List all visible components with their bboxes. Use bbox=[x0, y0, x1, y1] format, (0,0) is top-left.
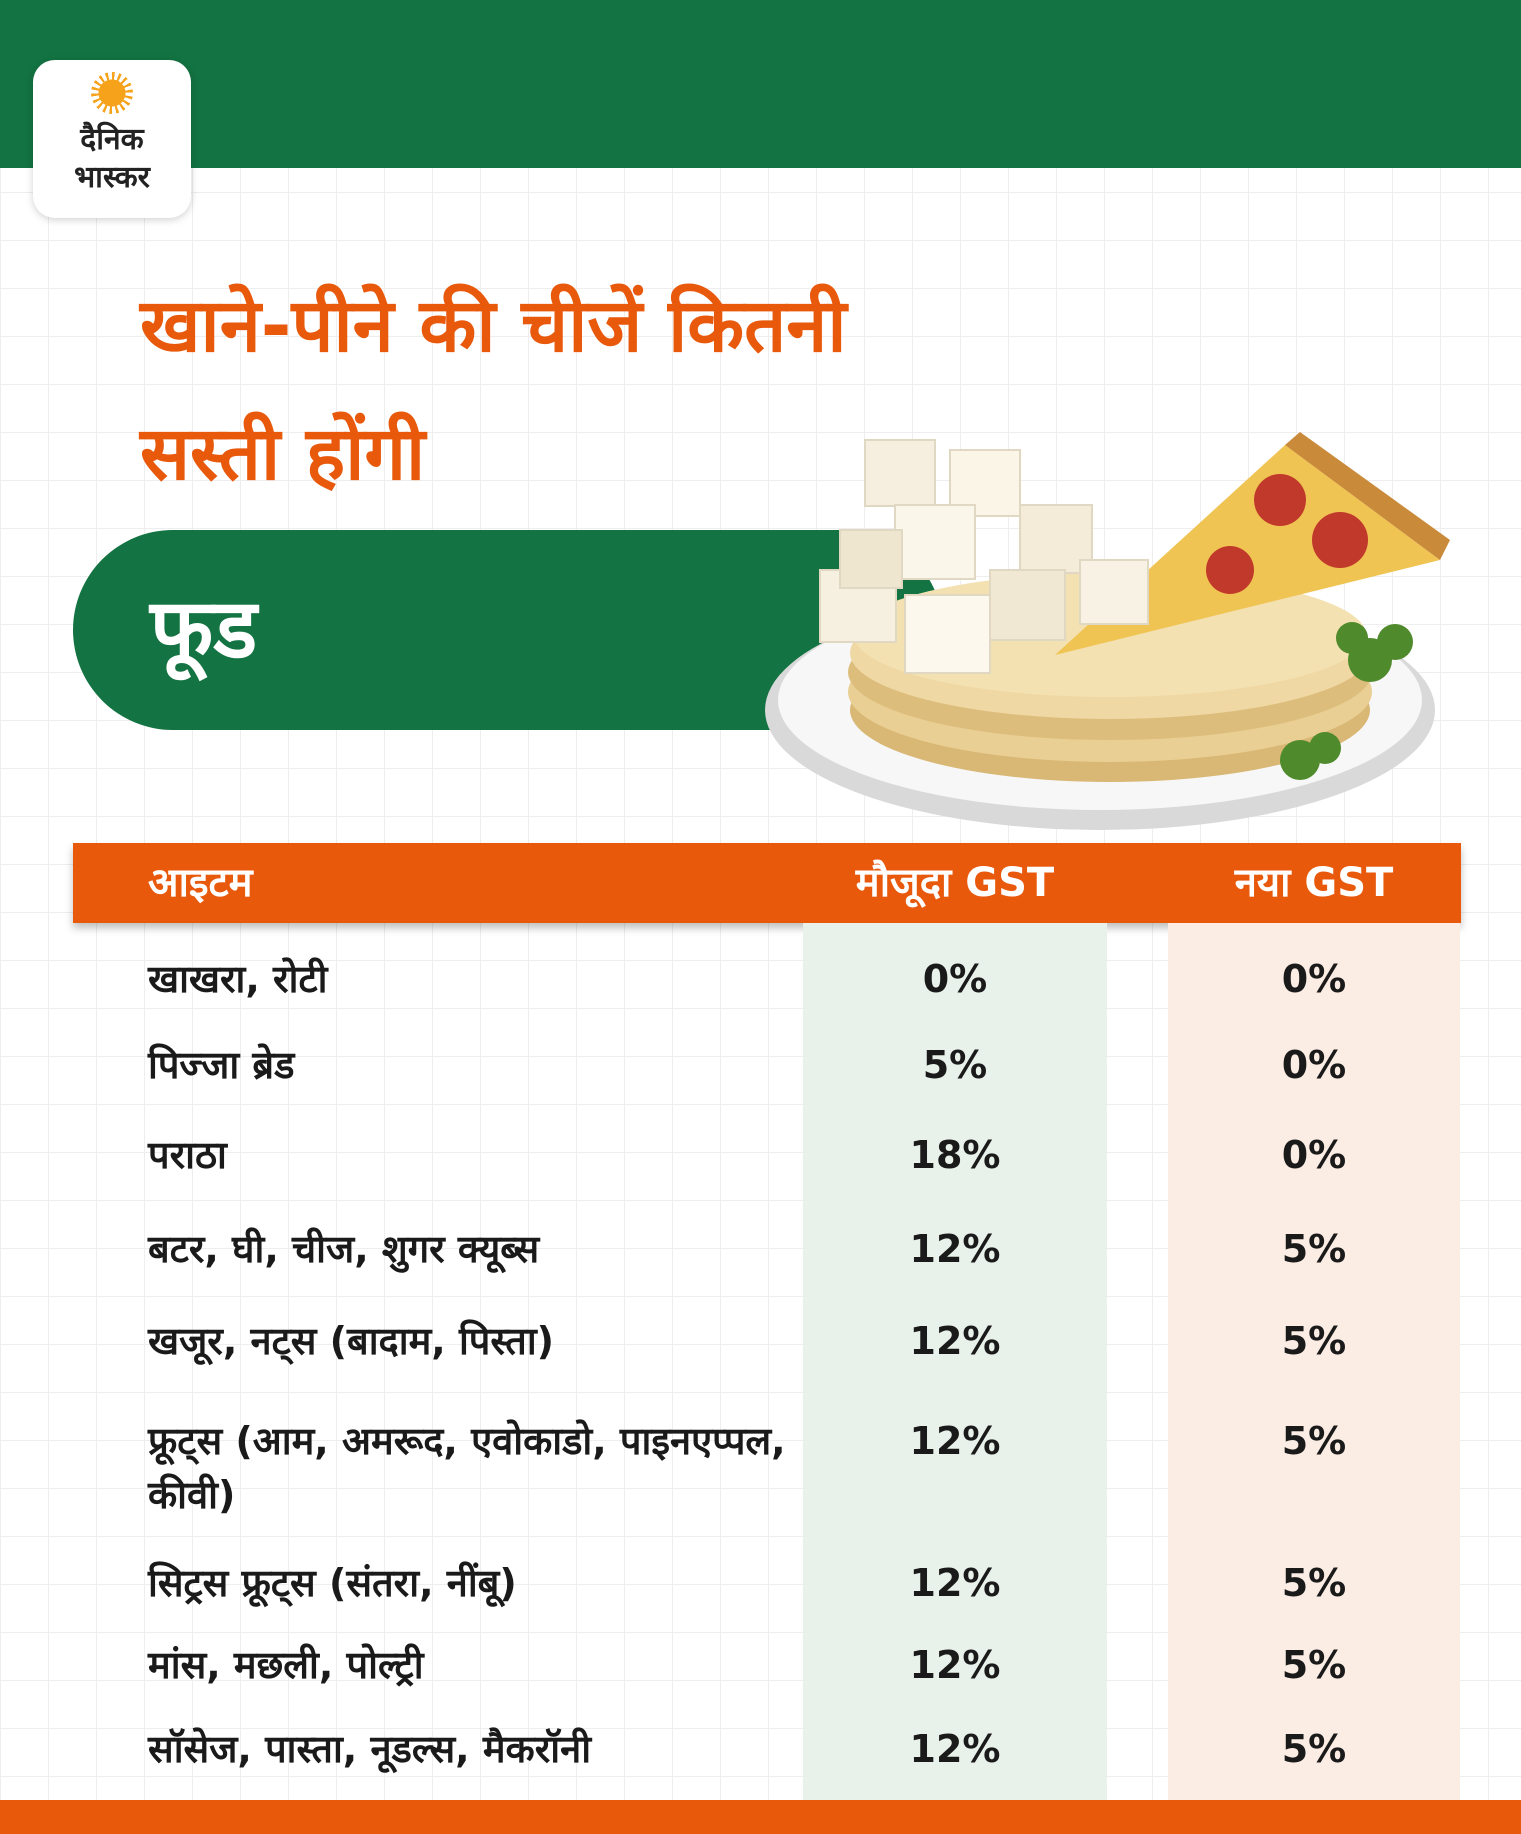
row-new-gst: 5% bbox=[1281, 1561, 1347, 1605]
sun-logo-icon bbox=[91, 72, 133, 114]
current-gst-column-bg bbox=[803, 923, 1107, 1800]
row-new-gst: 5% bbox=[1281, 1319, 1347, 1363]
row-item: मांस, मछली, पोल्ट्री bbox=[148, 1643, 424, 1687]
page-title-line1: खाने-पीने की चीजें कितनी bbox=[140, 283, 847, 369]
row-new-gst: 0% bbox=[1281, 957, 1347, 1001]
row-current-gst: 12% bbox=[909, 1561, 1001, 1605]
row-current-gst: 12% bbox=[909, 1727, 1001, 1771]
section-label: फूड bbox=[150, 582, 258, 677]
row-new-gst: 5% bbox=[1281, 1419, 1347, 1463]
brand-name-line2: भास्कर bbox=[74, 160, 150, 195]
row-new-gst: 5% bbox=[1281, 1643, 1347, 1687]
top-green-band bbox=[0, 0, 1521, 168]
row-item: सॉसेज, पास्ता, नूडल्स, मैकरॉनी bbox=[148, 1727, 592, 1771]
row-current-gst: 12% bbox=[909, 1227, 1001, 1271]
row-new-gst: 0% bbox=[1281, 1043, 1347, 1087]
row-current-gst: 0% bbox=[922, 957, 988, 1001]
row-item: बटर, घी, चीज, शुगर क्यूब्स bbox=[148, 1227, 540, 1271]
row-new-gst: 0% bbox=[1281, 1133, 1347, 1177]
page-title: खाने-पीने की चीजें कितनी सस्ती होंगी bbox=[140, 262, 1080, 518]
row-item: खजूर, नट्स (बादाम, पिस्ता) bbox=[148, 1319, 555, 1363]
row-new-gst: 5% bbox=[1281, 1727, 1347, 1771]
row-current-gst: 12% bbox=[909, 1643, 1001, 1687]
header-current-gst: मौजूदा GST bbox=[855, 860, 1055, 906]
row-current-gst: 18% bbox=[909, 1133, 1001, 1177]
header-item: आइटम bbox=[148, 860, 253, 906]
brand-name-line1: दैनिक bbox=[80, 122, 144, 157]
table-header bbox=[73, 843, 1461, 923]
row-item: खाखरा, रोटी bbox=[148, 957, 328, 1001]
row-item: सिट्रस फ्रूट्स (संतरा, नींबू) bbox=[148, 1561, 517, 1605]
row-current-gst: 12% bbox=[909, 1419, 1001, 1463]
brand-logo: दैनिक भास्कर bbox=[33, 60, 191, 218]
row-new-gst: 5% bbox=[1281, 1227, 1347, 1271]
row-item: फ्रूट्स (आम, अमरूद, एवोकाडो, पाइनएप्पल, … bbox=[148, 1419, 786, 1517]
row-current-gst: 12% bbox=[909, 1319, 1001, 1363]
new-gst-column-bg bbox=[1168, 923, 1460, 1800]
header-new-gst: नया GST bbox=[1234, 860, 1394, 906]
row-current-gst: 5% bbox=[922, 1043, 988, 1087]
page-title-line2: सस्ती होंगी bbox=[140, 411, 426, 497]
bottom-orange-band bbox=[0, 1800, 1521, 1834]
food-plate-icon bbox=[765, 432, 1450, 830]
row-item: पिज्जा ब्रेड bbox=[148, 1043, 295, 1087]
row-item: पराठा bbox=[148, 1133, 227, 1177]
